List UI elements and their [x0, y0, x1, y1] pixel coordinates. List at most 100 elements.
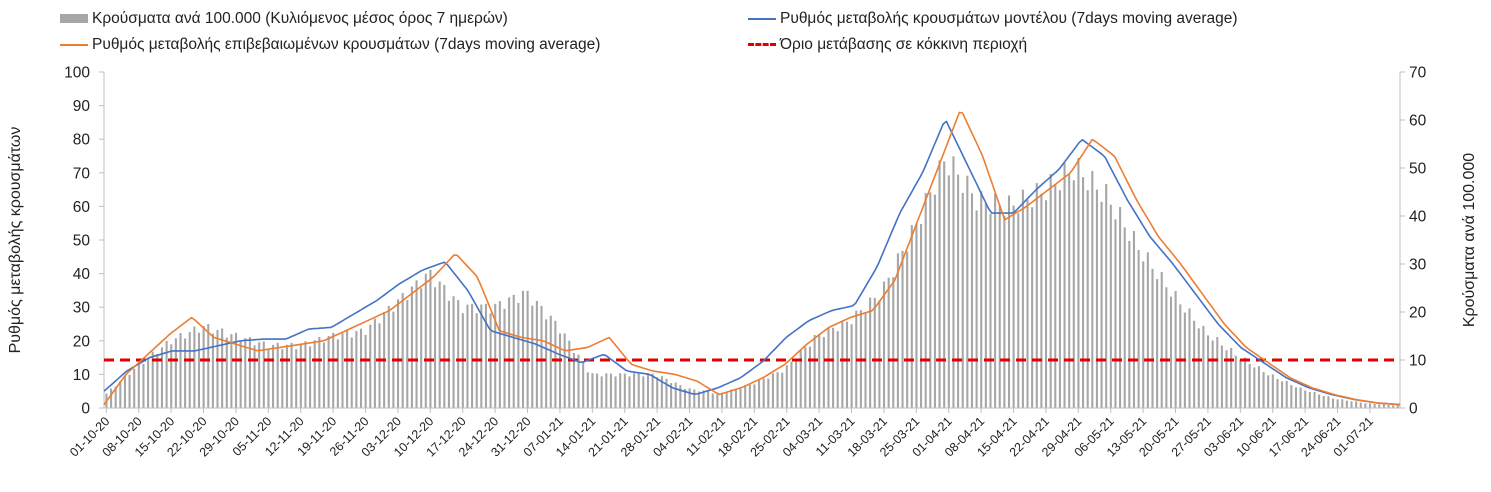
bar: [341, 333, 344, 408]
bar: [313, 340, 316, 408]
bar: [216, 330, 219, 408]
bar: [336, 339, 339, 408]
bar: [179, 333, 182, 408]
bar: [471, 303, 474, 408]
legend-confirmed-swatch: [60, 43, 88, 46]
y-right-tick-label: 50: [1409, 161, 1427, 178]
bar: [795, 360, 798, 408]
bar: [693, 389, 696, 408]
bar: [452, 296, 455, 408]
bar: [498, 301, 501, 408]
bar: [1290, 385, 1293, 408]
bar: [272, 344, 275, 408]
bar: [466, 304, 469, 408]
y-right-tick-label: 10: [1409, 353, 1427, 370]
legend-bars-swatch: [60, 14, 88, 24]
bar: [975, 210, 978, 408]
bar: [591, 373, 594, 408]
bar: [1271, 374, 1274, 408]
bar: [355, 331, 358, 408]
bar: [822, 337, 825, 408]
bar: [290, 342, 293, 408]
bar: [609, 373, 612, 408]
bar: [813, 335, 816, 408]
bar: [896, 253, 899, 408]
bar: [1197, 328, 1200, 408]
bar: [429, 269, 432, 408]
bar: [276, 342, 279, 408]
bar: [845, 321, 849, 408]
bar: [244, 338, 247, 408]
bar: [318, 336, 321, 408]
bar: [873, 297, 876, 408]
bar: [596, 373, 599, 408]
y-right-tick-label: 20: [1409, 305, 1427, 322]
bar: [762, 378, 765, 408]
bar: [1313, 391, 1316, 408]
y-left-tick-label: 70: [73, 165, 91, 182]
y-left-tick-label: 0: [81, 401, 90, 418]
bar: [508, 297, 511, 408]
bar: [970, 193, 974, 408]
bar: [1336, 399, 1339, 408]
bar: [605, 373, 608, 408]
y-left-tick-label: 10: [73, 367, 91, 384]
bar: [202, 325, 205, 408]
bar: [207, 324, 210, 408]
bar: [396, 299, 400, 408]
legend-model-swatch: [748, 17, 776, 20]
bar: [804, 347, 807, 408]
bar: [1308, 392, 1311, 408]
bar: [128, 374, 131, 408]
bar: [1100, 201, 1103, 408]
bar: [1156, 279, 1159, 408]
bar: [619, 373, 622, 408]
bar: [1322, 396, 1325, 408]
bar: [957, 174, 960, 408]
bar: [1017, 213, 1020, 408]
bar: [1345, 400, 1348, 408]
bar: [1165, 287, 1168, 408]
bar: [1151, 268, 1154, 408]
bar: [1239, 359, 1242, 408]
bar: [1082, 177, 1085, 408]
bar: [1044, 200, 1048, 408]
bar: [350, 337, 353, 408]
bar: [1058, 190, 1061, 408]
bar: [1299, 387, 1302, 408]
bar: [869, 297, 872, 408]
bar: [734, 388, 737, 408]
bar: [1095, 189, 1098, 408]
y-left-tick-label: 90: [73, 98, 91, 115]
bar: [1007, 195, 1011, 408]
bar: [1109, 204, 1112, 408]
bar: [646, 373, 650, 408]
bar: [188, 331, 191, 408]
bar: [184, 338, 187, 408]
bar: [373, 318, 376, 408]
bar: [915, 223, 918, 408]
bar: [767, 378, 770, 408]
bar: [447, 300, 450, 408]
bar: [1327, 396, 1330, 408]
bar: [156, 354, 159, 408]
bar: [614, 376, 617, 408]
bar: [906, 251, 909, 408]
bar: [720, 392, 724, 408]
bar: [670, 383, 673, 408]
bar: [623, 373, 626, 408]
legend-model: Ρυθμός μεταβολής κρουσμάτων μοντέλου (7d…: [748, 10, 1238, 28]
bar: [1364, 403, 1367, 408]
bar: [892, 277, 895, 408]
bar: [1304, 390, 1307, 408]
bar: [1040, 193, 1043, 408]
bar: [1160, 271, 1163, 408]
bar: [711, 393, 714, 408]
bar: [558, 333, 562, 408]
series-confirmed-line: [103, 111, 1401, 406]
y-left-tick-label: 80: [73, 132, 91, 149]
bar: [554, 320, 557, 408]
bar: [304, 341, 307, 408]
bar: [369, 324, 372, 408]
